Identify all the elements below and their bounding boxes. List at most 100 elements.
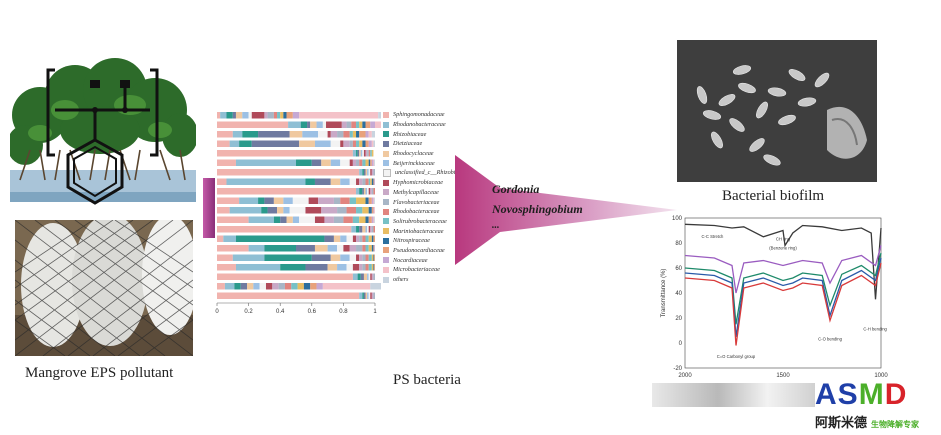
bar-segment: [359, 226, 363, 233]
bar-segment: [321, 207, 338, 214]
bar-segment: [362, 121, 366, 128]
bar-segment: [359, 264, 363, 271]
bar-segment: [373, 188, 375, 195]
y-ticks: 100 80 60 40 20 0 -20: [672, 216, 683, 372]
legend-swatch: [383, 160, 389, 167]
bar-segment: [356, 131, 360, 138]
bar-segment: [299, 112, 379, 119]
logo-letter: M: [858, 378, 885, 411]
bar-segment: [365, 197, 369, 204]
x-tick-label: 0.6: [308, 309, 317, 315]
bar-segment: [356, 159, 360, 166]
bar-segment: [217, 235, 224, 242]
bar-segment: [232, 254, 265, 261]
bar-segment: [371, 188, 374, 195]
x-tick-label: 0: [215, 309, 219, 315]
legend-swatch: [383, 247, 389, 254]
bar-segment: [365, 216, 369, 223]
bar-segment: [224, 283, 235, 290]
x-tick-label: 0.2: [244, 309, 253, 315]
bar-segment: [371, 254, 374, 261]
bar-segment: [359, 169, 363, 176]
bar-segment: [232, 131, 243, 138]
bar-segment: [371, 216, 374, 223]
bar-segment: [363, 150, 366, 157]
asmd-logo: ASMD 阿斯米德 生物降解专家: [815, 380, 937, 432]
bar-segment: [349, 159, 353, 166]
bar-segment: [330, 131, 338, 138]
bar-segment: [362, 226, 366, 233]
bar-segment: [303, 283, 311, 290]
bar-segment: [343, 245, 350, 252]
legend-swatch: [383, 131, 389, 138]
legend-item: others: [383, 275, 473, 285]
bar-segment: [368, 245, 372, 252]
bar-segment: [322, 121, 327, 128]
annotation-label: C-O bending: [818, 337, 842, 342]
legend-item: Sphingomonadaceae: [383, 110, 473, 120]
bar-segment: [330, 140, 341, 147]
mangrove-eps-illustration: [10, 55, 196, 220]
bar-segment: [217, 121, 289, 128]
legend-swatch: [383, 237, 389, 244]
bar-segment: [368, 292, 371, 299]
logo-letter: A: [815, 378, 838, 411]
legend-label: Rhodanobacteraceae: [393, 121, 446, 129]
bar-segment: [343, 131, 350, 138]
logo-letter: D: [884, 378, 908, 411]
bar-segment: [359, 121, 363, 128]
bar-segment: [359, 140, 363, 147]
bar-segment: [356, 245, 363, 252]
bar-segment: [349, 245, 357, 252]
x-tick-label: 1500: [776, 373, 790, 379]
bar-segment: [373, 226, 375, 233]
bar-segment: [368, 207, 372, 214]
bar-segment: [310, 283, 317, 290]
bar-segment: [278, 283, 285, 290]
bar-segment: [371, 264, 374, 271]
bar-segment: [368, 178, 371, 185]
bar-segment: [362, 140, 366, 147]
legend-item: Dietziaceae: [383, 139, 473, 149]
bar-segment: [217, 131, 233, 138]
bar-segment: [363, 169, 366, 176]
arrow-label-ellipsis: ...: [492, 220, 500, 231]
x-ticks: 2000 1500 1000: [678, 373, 888, 379]
bar-segment: [340, 140, 344, 147]
legend-label: Microbacteriaceae: [393, 266, 440, 274]
process-arrow: [455, 155, 677, 265]
spectrum-line: [684, 223, 882, 300]
legend-swatch: [383, 228, 389, 235]
bar-segment: [305, 178, 315, 185]
bar-segment: [359, 150, 361, 157]
eps-in-net-graphic: [15, 220, 193, 356]
bar-segment: [330, 178, 341, 185]
bar-segment: [340, 159, 350, 166]
bar-segment: [232, 112, 236, 119]
bar-segment: [365, 226, 368, 233]
bar-segment: [370, 159, 372, 166]
caption-pollutant: Mangrove EPS pollutant: [25, 365, 174, 381]
bar-segment: [307, 121, 311, 128]
bar-segment: [289, 207, 306, 214]
bar-segment: [371, 273, 374, 280]
bar-segment: [360, 150, 363, 157]
legend-label: Rhodocyclaceae: [393, 150, 434, 158]
bar-segment: [235, 112, 243, 119]
bar-segment: [226, 112, 233, 119]
bar-segment: [368, 226, 371, 233]
y-tick-label: 60: [675, 266, 682, 272]
legend-item: Mariniobacteraceae: [383, 226, 473, 236]
logo-letter: S: [837, 378, 859, 411]
bar-segment: [286, 216, 293, 223]
bar-segment: [365, 140, 369, 147]
bar-segment: [240, 283, 248, 290]
bar-segment: [273, 197, 284, 204]
legend-label: Nocardiaceae: [393, 256, 428, 264]
bar-segment: [239, 197, 259, 204]
bar-segment: [365, 121, 371, 128]
legend-swatch: [383, 276, 389, 283]
legend-label: unclassified_c__Rhizobiales: [395, 169, 466, 177]
bar-segment: [371, 140, 374, 147]
bar-segment: [365, 254, 369, 261]
